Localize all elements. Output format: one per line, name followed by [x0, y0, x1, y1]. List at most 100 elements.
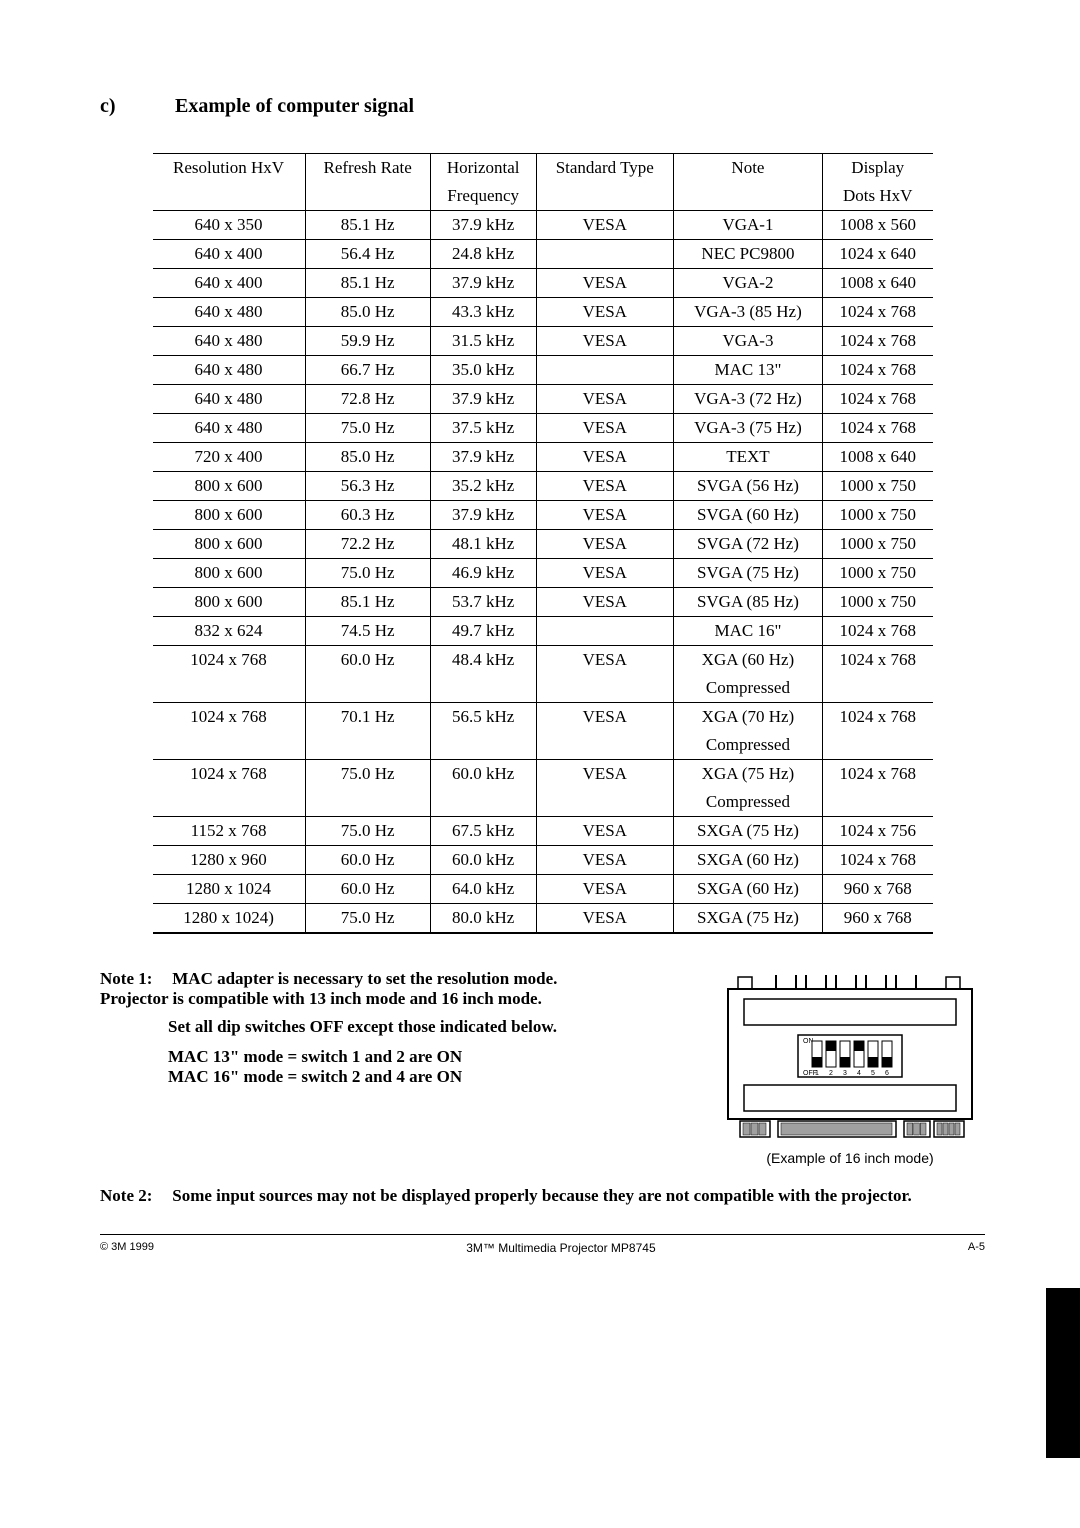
- table-cell: XGA (70 Hz): [673, 703, 822, 732]
- table-cell: 24.8 kHz: [430, 240, 536, 269]
- table-cell: 720 x 400: [153, 443, 306, 472]
- note-line: Projector is compatible with 13 inch mod…: [100, 989, 542, 1008]
- table-cell: VESA: [536, 904, 673, 934]
- table-cell: 75.0 Hz: [305, 559, 430, 588]
- table-row: 1280 x 102460.0 Hz64.0 kHzVESASXGA (60 H…: [153, 875, 933, 904]
- table-cell: 1024 x 768: [822, 298, 932, 327]
- table-cell: 1008 x 560: [822, 211, 932, 240]
- table-cell: Compressed: [673, 731, 822, 760]
- col-head: [153, 182, 306, 211]
- table-cell: SVGA (60 Hz): [673, 501, 822, 530]
- table-cell: 1280 x 1024): [153, 904, 306, 934]
- footer-left: © 3M 1999: [100, 1241, 154, 1255]
- table-cell: VGA-3: [673, 327, 822, 356]
- table-cell: MAC 13": [673, 356, 822, 385]
- table-cell: 37.9 kHz: [430, 211, 536, 240]
- table-cell: 1024 x 768: [822, 327, 932, 356]
- table-cell: 43.3 kHz: [430, 298, 536, 327]
- table-cell: 640 x 480: [153, 385, 306, 414]
- table-cell: 72.8 Hz: [305, 385, 430, 414]
- table-cell: SVGA (56 Hz): [673, 472, 822, 501]
- side-tab: TECHNICAL: [1046, 1288, 1080, 1458]
- table-cell: 72.2 Hz: [305, 530, 430, 559]
- col-head: Horizontal: [430, 154, 536, 183]
- table-cell: [153, 788, 306, 817]
- table-cell: 800 x 600: [153, 559, 306, 588]
- col-head: [305, 182, 430, 211]
- footer-rule: [100, 1234, 985, 1235]
- table-cell: VGA-3 (75 Hz): [673, 414, 822, 443]
- table-cell: 37.9 kHz: [430, 385, 536, 414]
- col-head: Display: [822, 154, 932, 183]
- table-cell: 60.0 kHz: [430, 760, 536, 789]
- table-cell: VESA: [536, 846, 673, 875]
- table-row: 640 x 40085.1 Hz37.9 kHzVESAVGA-21008 x …: [153, 269, 933, 298]
- svg-text:1: 1: [815, 1070, 819, 1077]
- footer-mid: 3M™ Multimedia Projector MP8745: [466, 1241, 655, 1255]
- table-cell: 60.3 Hz: [305, 501, 430, 530]
- note-2: Note 2: Some input sources may not be di…: [100, 1186, 985, 1206]
- table-cell: 1280 x 960: [153, 846, 306, 875]
- table-cell: 67.5 kHz: [430, 817, 536, 846]
- table-cell: [153, 674, 306, 703]
- table-cell: VESA: [536, 385, 673, 414]
- adapter-caption: (Example of 16 inch mode): [715, 1150, 985, 1166]
- table-cell: [536, 788, 673, 817]
- table-cell: VESA: [536, 327, 673, 356]
- note-label: Note 1:: [100, 969, 168, 989]
- table-cell: SVGA (75 Hz): [673, 559, 822, 588]
- table-cell: 1024 x 768: [153, 646, 306, 675]
- table-cell: 66.7 Hz: [305, 356, 430, 385]
- note-line: Some input sources may not be displayed …: [172, 1186, 912, 1205]
- table-cell: 56.5 kHz: [430, 703, 536, 732]
- table-cell: 49.7 kHz: [430, 617, 536, 646]
- table-cell: VGA-1: [673, 211, 822, 240]
- adapter-svg: ON OFF 123456: [720, 969, 980, 1139]
- table-cell: 85.1 Hz: [305, 269, 430, 298]
- table-cell: VESA: [536, 875, 673, 904]
- note-line: MAC 16" mode = switch 2 and 4 are ON: [168, 1067, 462, 1086]
- table-cell: 640 x 480: [153, 414, 306, 443]
- table-row: Compressed: [153, 788, 933, 817]
- table-row: 1024 x 76870.1 Hz56.5 kHzVESAXGA (70 Hz)…: [153, 703, 933, 732]
- table-cell: VESA: [536, 472, 673, 501]
- col-head: Dots HxV: [822, 182, 932, 211]
- table-cell: [430, 731, 536, 760]
- table-row: Compressed: [153, 674, 933, 703]
- table-cell: VESA: [536, 530, 673, 559]
- table-cell: 60.0 Hz: [305, 646, 430, 675]
- section-title-text: Example of computer signal: [175, 95, 414, 117]
- table-cell: 75.0 Hz: [305, 760, 430, 789]
- col-head: Resolution HxV: [153, 154, 306, 183]
- col-head: [673, 182, 822, 211]
- table-row: 800 x 60085.1 Hz53.7 kHzVESASVGA (85 Hz)…: [153, 588, 933, 617]
- adapter-figure: ON OFF 123456 (Example of 16 inch mode): [715, 969, 985, 1166]
- table-cell: VESA: [536, 559, 673, 588]
- table-row: 640 x 35085.1 Hz37.9 kHzVESAVGA-11008 x …: [153, 211, 933, 240]
- table-row: 640 x 48066.7 Hz35.0 kHzMAC 13"1024 x 76…: [153, 356, 933, 385]
- table-cell: 60.0 Hz: [305, 846, 430, 875]
- table-row: 800 x 60075.0 Hz46.9 kHzVESASVGA (75 Hz)…: [153, 559, 933, 588]
- table-row: 640 x 48059.9 Hz31.5 kHzVESAVGA-31024 x …: [153, 327, 933, 356]
- table-cell: 800 x 600: [153, 501, 306, 530]
- table-cell: 1000 x 750: [822, 472, 932, 501]
- col-head: [536, 182, 673, 211]
- table-cell: 60.0 kHz: [430, 846, 536, 875]
- table-cell: 64.0 kHz: [430, 875, 536, 904]
- table-cell: 59.9 Hz: [305, 327, 430, 356]
- page-footer: © 3M 1999 3M™ Multimedia Projector MP874…: [100, 1241, 985, 1255]
- svg-text:5: 5: [871, 1070, 875, 1077]
- table-row: 640 x 48085.0 Hz43.3 kHzVESAVGA-3 (85 Hz…: [153, 298, 933, 327]
- table-cell: 1024 x 768: [822, 703, 932, 732]
- table-cell: SXGA (75 Hz): [673, 817, 822, 846]
- table-row: 1024 x 76875.0 Hz60.0 kHzVESAXGA (75 Hz)…: [153, 760, 933, 789]
- table-cell: VESA: [536, 501, 673, 530]
- table-cell: 640 x 400: [153, 240, 306, 269]
- table-cell: SVGA (85 Hz): [673, 588, 822, 617]
- section-label: c): [100, 95, 170, 118]
- table-row: 640 x 48072.8 Hz37.9 kHzVESAVGA-3 (72 Hz…: [153, 385, 933, 414]
- table-cell: SVGA (72 Hz): [673, 530, 822, 559]
- table-cell: 1024 x 768: [153, 703, 306, 732]
- table-cell: 1024 x 756: [822, 817, 932, 846]
- table-cell: VGA-3 (85 Hz): [673, 298, 822, 327]
